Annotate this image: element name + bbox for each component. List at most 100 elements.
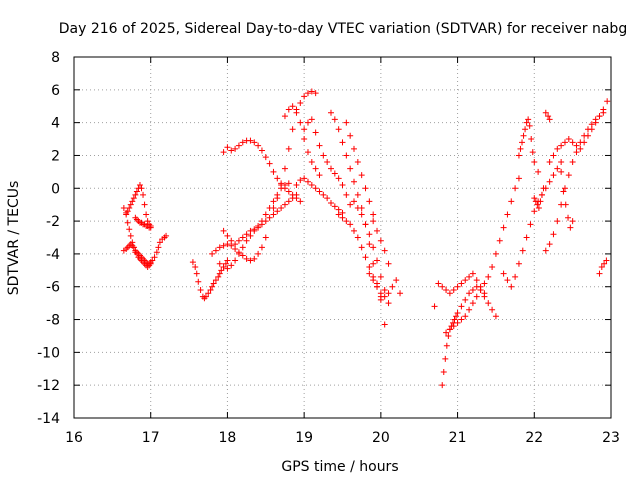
data-point bbox=[562, 201, 569, 208]
data-point bbox=[537, 198, 544, 205]
data-point bbox=[358, 211, 365, 218]
data-point bbox=[508, 283, 515, 290]
data-point bbox=[224, 144, 231, 151]
data-point bbox=[351, 227, 358, 234]
data-point bbox=[262, 218, 269, 225]
data-point bbox=[343, 191, 350, 198]
data-point bbox=[446, 326, 453, 333]
data-point bbox=[289, 126, 296, 133]
data-point bbox=[239, 252, 246, 259]
data-point bbox=[354, 159, 361, 166]
data-point bbox=[147, 224, 154, 231]
data-point bbox=[534, 201, 541, 208]
data-point bbox=[222, 260, 229, 267]
data-point bbox=[258, 244, 265, 251]
data-point bbox=[304, 90, 311, 97]
data-point bbox=[327, 165, 334, 172]
data-point bbox=[243, 237, 250, 244]
data-point bbox=[258, 147, 265, 154]
data-point bbox=[508, 198, 515, 205]
y-tick-label: 2 bbox=[51, 148, 60, 164]
data-point bbox=[147, 259, 154, 266]
data-point bbox=[339, 214, 346, 221]
axis-tick-labels: 16 17 18 19 20 21 22 23 -14 -12 -10 -8 -6 -4 -2 0 2 4 6 8 bbox=[37, 50, 620, 446]
data-point bbox=[381, 287, 388, 294]
data-point bbox=[500, 224, 507, 231]
data-point bbox=[466, 273, 473, 280]
data-point bbox=[266, 160, 273, 167]
data-point bbox=[581, 139, 588, 146]
data-point bbox=[370, 260, 377, 267]
data-point bbox=[560, 188, 567, 195]
data-point bbox=[251, 139, 258, 146]
series-arc-y bbox=[531, 109, 553, 211]
grid-lines bbox=[74, 57, 611, 418]
y-tick-label: -14 bbox=[37, 411, 60, 427]
data-point bbox=[343, 119, 350, 126]
data-point bbox=[285, 188, 292, 195]
y-tick-label: 6 bbox=[51, 83, 60, 99]
data-point bbox=[519, 247, 526, 254]
data-point bbox=[561, 139, 568, 146]
data-point bbox=[212, 247, 219, 254]
data-point bbox=[366, 270, 373, 277]
data-point bbox=[220, 264, 227, 271]
data-point bbox=[143, 211, 150, 218]
data-point bbox=[515, 260, 522, 267]
data-point bbox=[210, 280, 217, 287]
data-point bbox=[522, 126, 529, 133]
data-point bbox=[453, 313, 460, 320]
data-point bbox=[258, 221, 265, 228]
data-point bbox=[473, 293, 480, 300]
data-point bbox=[528, 136, 535, 143]
data-point bbox=[127, 232, 134, 239]
data-point bbox=[239, 234, 246, 241]
data-point bbox=[285, 145, 292, 152]
data-point bbox=[285, 180, 292, 187]
data-point bbox=[362, 185, 369, 192]
series-arc-e bbox=[189, 257, 231, 302]
data-point bbox=[354, 204, 361, 211]
x-tick-label: 16 bbox=[65, 430, 83, 446]
data-point bbox=[247, 257, 254, 264]
data-point bbox=[603, 257, 610, 264]
data-point bbox=[312, 165, 319, 172]
data-point bbox=[205, 290, 212, 297]
data-point bbox=[466, 290, 473, 297]
data-point bbox=[526, 122, 533, 129]
data-point bbox=[339, 181, 346, 188]
data-point bbox=[232, 241, 239, 248]
series-arc-ab bbox=[558, 168, 576, 231]
data-point bbox=[573, 149, 580, 156]
data-point bbox=[512, 273, 519, 280]
data-point bbox=[569, 139, 576, 146]
data-point bbox=[397, 290, 404, 297]
y-tick-label: -12 bbox=[37, 378, 60, 394]
data-point bbox=[218, 267, 225, 274]
data-point bbox=[569, 159, 576, 166]
data-point bbox=[443, 329, 450, 336]
data-point bbox=[520, 132, 527, 139]
data-point bbox=[133, 188, 140, 195]
y-axis-label: SDTVAR / TECUs bbox=[6, 181, 22, 296]
data-point bbox=[377, 296, 384, 303]
data-point bbox=[224, 232, 231, 239]
data-point bbox=[235, 237, 242, 244]
data-point bbox=[228, 262, 235, 269]
data-point bbox=[239, 139, 246, 146]
data-point bbox=[366, 264, 373, 271]
data-point bbox=[512, 185, 519, 192]
data-point bbox=[542, 247, 549, 254]
data-point bbox=[370, 211, 377, 218]
data-point bbox=[278, 181, 285, 188]
data-point bbox=[301, 175, 308, 182]
data-point bbox=[389, 283, 396, 290]
data-point bbox=[202, 293, 209, 300]
data-point bbox=[270, 211, 277, 218]
data-point bbox=[550, 172, 557, 179]
data-point bbox=[312, 90, 319, 97]
data-point bbox=[393, 277, 400, 284]
data-point bbox=[297, 99, 304, 106]
series-arc-u bbox=[439, 283, 499, 389]
series-arc-w bbox=[500, 159, 565, 290]
